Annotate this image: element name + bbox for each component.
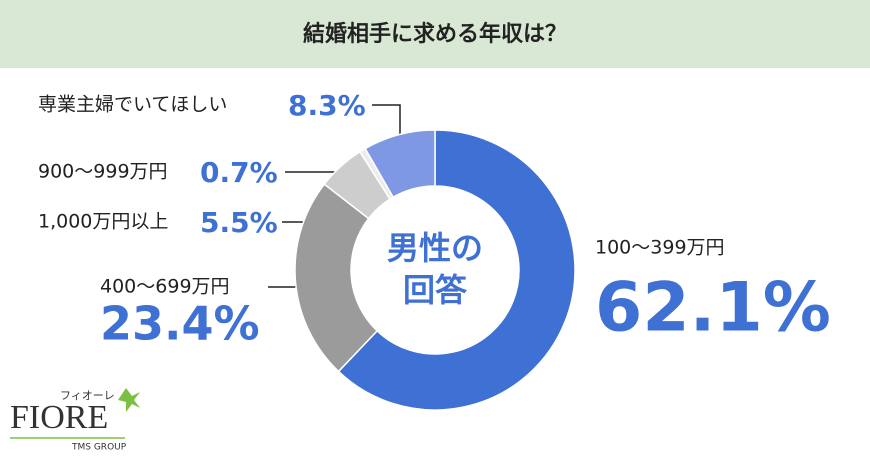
- logo-kana: フィオーレ: [60, 389, 115, 402]
- category-label: 900～999万円: [38, 161, 168, 183]
- donut-segment: [364, 129, 436, 199]
- value-label: 5.5%: [200, 206, 278, 239]
- value-label: 62.1%: [595, 269, 831, 348]
- header-band: [0, 0, 870, 68]
- category-label: 専業主婦でいてほしい: [38, 94, 227, 116]
- chart-title: 結婚相手に求める年収は？: [303, 21, 567, 47]
- value-label: 8.3%: [288, 89, 366, 122]
- center-label: 回答: [403, 271, 468, 309]
- category-label: 400～699万円: [100, 276, 230, 298]
- category-label: 100～399万円: [595, 237, 725, 259]
- value-label: 23.4%: [100, 297, 260, 351]
- logo: フィオーレ FIORE TMS GROUP: [10, 388, 140, 453]
- logo-group: TMS GROUP: [71, 443, 127, 453]
- logo-name: FIORE: [10, 399, 108, 436]
- category-label: 1,000万円以上: [38, 211, 168, 233]
- center-label: 男性の: [387, 229, 483, 267]
- logo-leaf: [118, 388, 140, 412]
- donut-segment: [337, 129, 576, 411]
- value-label: 0.7%: [200, 156, 278, 189]
